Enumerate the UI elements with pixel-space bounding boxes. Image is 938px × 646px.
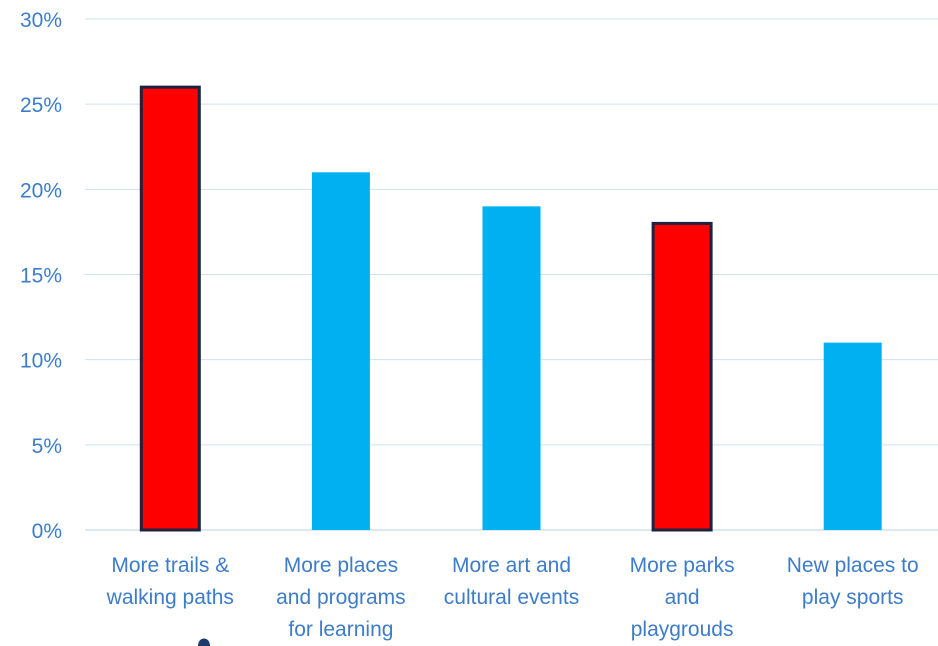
- category-label: More trails & walking paths: [106, 554, 234, 609]
- y-tick-label: 20%: [20, 179, 62, 202]
- category-label: More parks and playgrouds: [630, 554, 735, 641]
- y-tick-label: 10%: [20, 350, 62, 373]
- bar-3: [482, 206, 541, 530]
- bar-2: [311, 172, 370, 531]
- y-tick-label: 15%: [20, 265, 62, 288]
- bars: [139, 85, 882, 532]
- bar-1: [139, 85, 201, 532]
- y-tick-label: 25%: [20, 94, 62, 117]
- y-tick-label: 0%: [32, 520, 62, 543]
- bar-4: [651, 221, 713, 532]
- y-axis-tick-labels: 0% 5% 10% 15% 20% 25% 30%: [20, 9, 62, 543]
- category-labels: More trails & walking paths More places and…: [106, 554, 919, 641]
- category-label: More art and cultural events: [444, 554, 579, 609]
- category-label: More places and programs for learning: [276, 554, 406, 641]
- category-label: New places to play sports: [787, 554, 919, 609]
- y-tick-label: 30%: [20, 9, 62, 32]
- y-tick-label: 5%: [32, 435, 62, 458]
- cursor-icon: [198, 638, 210, 646]
- bar-5: [823, 342, 882, 530]
